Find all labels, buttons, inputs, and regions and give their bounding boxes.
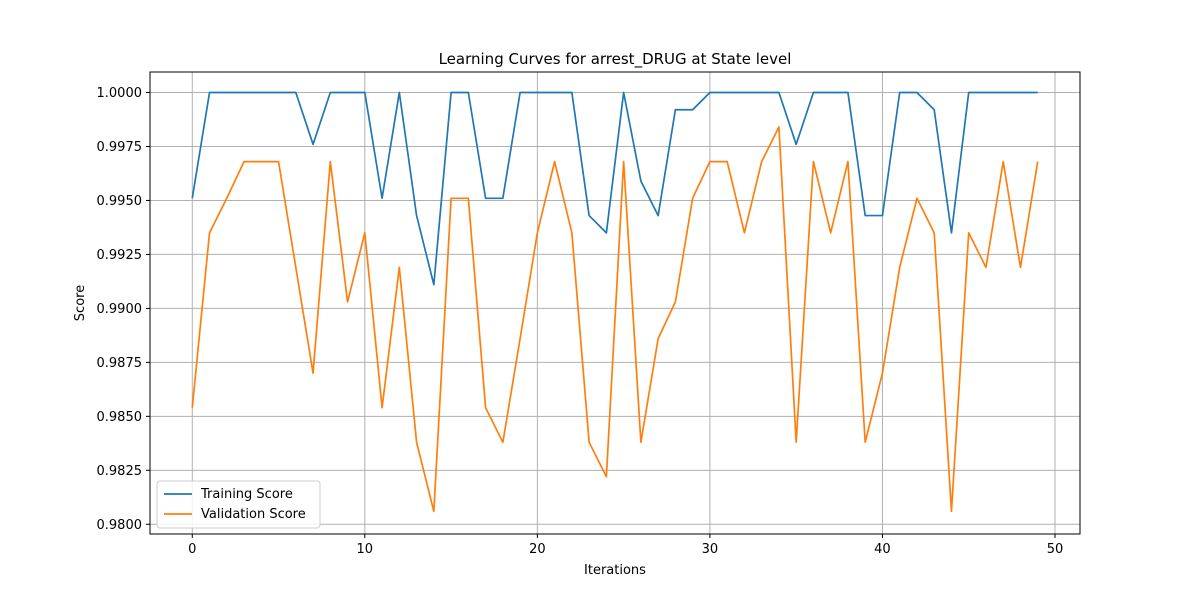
y-tick-label: 0.9875 (97, 356, 143, 371)
y-axis-ticks: 0.9800 0.9825 0.9850 0.9875 0.9900 0.9925 0.99… (97, 86, 150, 533)
x-tick-label: 20 (529, 542, 546, 557)
x-axis-ticks: 0 10 20 30 40 50 (188, 534, 1063, 557)
y-tick-label: 0.9850 (97, 410, 143, 425)
series-line-validation (191, 126, 1039, 513)
y-tick-label: 1.0000 (97, 86, 143, 101)
x-tick-label: 10 (357, 542, 374, 557)
plot-frame (149, 71, 1081, 535)
legend-box (156, 480, 321, 529)
y-tick-label: 0.9800 (97, 518, 143, 533)
x-tick-label: 30 (702, 542, 719, 557)
y-tick-label: 0.9825 (97, 464, 143, 479)
x-tick-label: 50 (1047, 542, 1064, 557)
y-tick-label: 0.9900 (97, 302, 143, 317)
legend-label-training: Training Score (200, 487, 293, 502)
chart-title: Learning Curves for arrest_DRUG at State… (439, 50, 792, 69)
y-tick-label: 0.9975 (97, 140, 143, 155)
series-line-training (191, 91, 1038, 286)
x-axis-label: Iterations (584, 563, 646, 578)
x-tick-label: 0 (188, 542, 196, 557)
legend: Training Score Validation Score (156, 480, 321, 529)
y-tick-label: 0.9925 (97, 248, 143, 263)
legend-label-validation: Validation Score (201, 507, 306, 522)
series-lines (191, 91, 1039, 513)
y-tick-label: 0.9950 (97, 194, 143, 209)
x-tick-label: 40 (874, 542, 891, 557)
y-axis-label: Score (73, 285, 88, 321)
